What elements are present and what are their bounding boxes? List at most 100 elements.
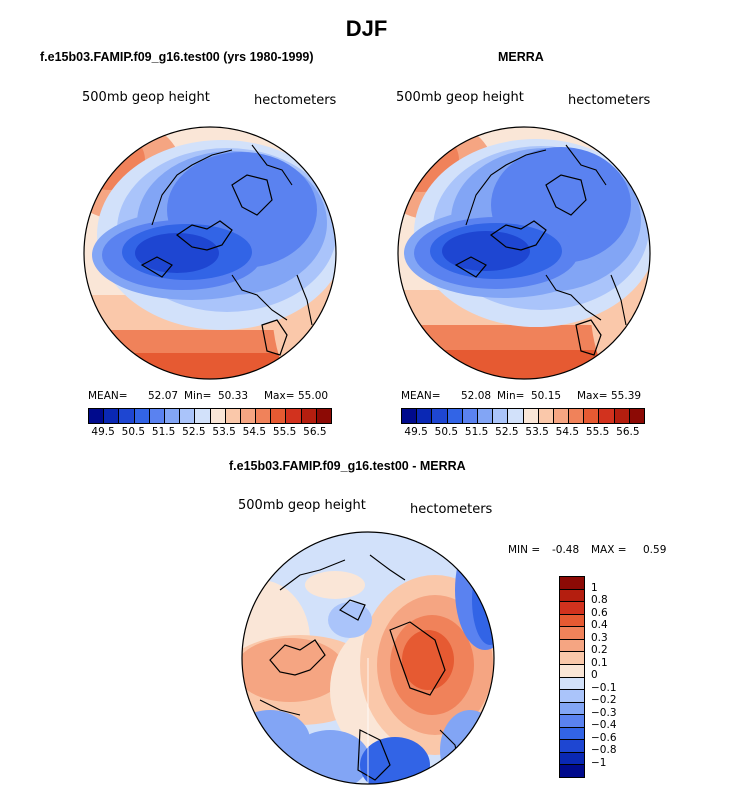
right-mean-value: 52.08 xyxy=(461,390,492,402)
left-colorbar-swatch xyxy=(255,409,271,423)
left-colorbar-swatch xyxy=(239,409,256,423)
diff-colorbar-swatch xyxy=(560,751,584,765)
diff-colorbar-swatch xyxy=(560,714,584,727)
diff-colorbar-tick-label: −0.8 xyxy=(591,744,617,756)
left-colorbar-swatch xyxy=(133,409,149,423)
left-colorbar-swatch xyxy=(209,409,225,423)
diff-max-label: MAX = xyxy=(591,544,627,556)
right-panel-title: MERRA xyxy=(498,50,544,64)
diff-colorbar-swatch xyxy=(560,588,584,602)
left-mean-label: MEAN= xyxy=(88,390,128,402)
right-colorbar-swatch xyxy=(537,409,553,423)
right-max-label: Max= xyxy=(577,390,608,402)
left-colorbar-tick-label: 54.5 xyxy=(242,426,267,438)
diff-colorbar-swatch xyxy=(560,577,584,589)
left-colorbar: 49.5 50.5 51.5 52.5 53.5 54.5 55.5 56.5 xyxy=(88,408,332,438)
right-colorbar-swatch xyxy=(598,409,614,423)
diff-colorbar-swatch xyxy=(560,626,584,639)
figure-title: DJF xyxy=(345,16,388,41)
diff-colorbar-swatch xyxy=(560,764,584,777)
diff-colorbar-tick-label: −0.3 xyxy=(591,706,617,719)
right-min-value: 50.15 xyxy=(531,390,562,402)
diff-colorbar-tick-label: 0.8 xyxy=(591,594,608,606)
left-colorbar-swatch xyxy=(89,409,104,423)
right-colorbar-swatch xyxy=(568,409,584,423)
diff-colorbar-tick-label: −0.6 xyxy=(591,731,617,744)
diff-colorbar: 1 0.8 0.6 0.4 0.3 0.2 0.1 0 −0.1 −0.2 −0.3 −0.4 −0.6… xyxy=(559,576,617,778)
diff-colorbar-tick-label: 0.1 xyxy=(591,656,608,669)
right-colorbar-tick-label: 52.5 xyxy=(495,426,519,438)
diff-colorbar-swatch xyxy=(560,689,584,702)
right-colorbar-swatch xyxy=(522,409,538,423)
left-panel-title: f.e15b03.FAMIP.f09_g16.test00 (yrs 1980-… xyxy=(40,50,314,64)
right-polar-map xyxy=(397,126,651,380)
right-colorbar-tick-label: 51.5 xyxy=(464,426,489,438)
right-colorbar-swatch xyxy=(613,409,629,423)
diff-colorbar-swatch xyxy=(560,701,584,715)
right-units-label: hectometers xyxy=(568,93,651,108)
right-colorbar: 49.5 50.5 51.5 52.5 53.5 54.5 55.5 56.5 xyxy=(401,408,645,438)
right-min-label: Min= xyxy=(497,390,525,402)
diff-colorbar-swatch xyxy=(560,613,584,627)
diff-max-value: 0.59 xyxy=(643,544,667,556)
left-min-label: Min= xyxy=(184,390,212,402)
diff-colorbar-swatch xyxy=(560,638,584,652)
left-colorbar-swatch xyxy=(103,409,119,423)
right-colorbar-tick-label: 53.5 xyxy=(525,426,549,438)
diff-min-value: -0.48 xyxy=(552,544,580,556)
diff-colorbar-tick-label: −0.4 xyxy=(591,719,617,731)
right-colorbar-swatch xyxy=(583,409,599,423)
left-max-label: Max= xyxy=(264,390,295,402)
right-colorbar-tick-label: 56.5 xyxy=(616,426,640,438)
diff-colorbar-tick-label: 0.4 xyxy=(591,619,608,631)
right-colorbar-swatch xyxy=(492,409,508,423)
left-colorbar-swatch xyxy=(148,409,164,423)
left-colorbar-swatch xyxy=(194,409,210,423)
right-max-value: 55.39 xyxy=(611,390,642,402)
left-colorbar-tick-label: 52.5 xyxy=(182,426,206,438)
diff-min-label: MIN = xyxy=(508,544,541,556)
diff-polar-map xyxy=(241,531,495,785)
right-colorbar-swatch xyxy=(552,409,569,423)
left-units-label: hectometers xyxy=(254,93,337,108)
diff-units-label: hectometers xyxy=(410,502,493,517)
diff-colorbar-tick-label: 0.3 xyxy=(591,631,608,644)
right-colorbar-tick-label: 55.5 xyxy=(585,426,610,438)
right-colorbar-swatch xyxy=(416,409,432,423)
left-colorbar-tick-label: 51.5 xyxy=(151,426,176,438)
right-mean-label: MEAN= xyxy=(401,390,441,402)
right-colorbar-swatch xyxy=(402,409,417,423)
right-colorbar-swatch xyxy=(507,409,523,423)
left-variable-label: 500mb geop height xyxy=(82,90,210,105)
right-colorbar-swatch xyxy=(461,409,477,423)
left-colorbar-swatch xyxy=(270,409,286,423)
diff-colorbar-tick-label: −1 xyxy=(591,756,607,769)
left-colorbar-tick-label: 55.5 xyxy=(272,426,297,438)
diff-colorbar-swatch xyxy=(560,601,584,614)
left-polar-map xyxy=(83,126,337,380)
right-colorbar-swatch xyxy=(431,409,447,423)
right-colorbar-tick-label: 54.5 xyxy=(555,426,580,438)
diff-colorbar-swatch xyxy=(560,676,584,690)
left-max-value: 55.00 xyxy=(298,390,329,402)
right-variable-label: 500mb geop height xyxy=(396,90,524,105)
diff-colorbar-tick-label: 0 xyxy=(591,669,598,681)
right-colorbar-swatch xyxy=(628,409,644,423)
right-colorbar-swatch xyxy=(476,409,493,423)
diff-colorbar-tick-label: 1 xyxy=(591,581,598,594)
diff-colorbar-swatch xyxy=(560,739,584,752)
diff-colorbar-swatch xyxy=(560,726,584,740)
left-colorbar-swatch xyxy=(315,409,331,423)
right-colorbar-tick-label: 49.5 xyxy=(404,426,428,438)
right-colorbar-tick-label: 50.5 xyxy=(434,426,459,438)
left-colorbar-tick-label: 53.5 xyxy=(212,426,236,438)
diff-colorbar-swatch xyxy=(560,663,584,677)
left-colorbar-swatch xyxy=(224,409,240,423)
diff-colorbar-tick-label: 0.6 xyxy=(591,606,608,619)
diff-variable-label: 500mb geop height xyxy=(238,498,366,513)
left-mean-value: 52.07 xyxy=(148,390,179,402)
left-min-value: 50.33 xyxy=(218,390,249,402)
left-colorbar-swatch xyxy=(300,409,316,423)
left-colorbar-swatch xyxy=(163,409,180,423)
diff-colorbar-swatch xyxy=(560,651,584,664)
